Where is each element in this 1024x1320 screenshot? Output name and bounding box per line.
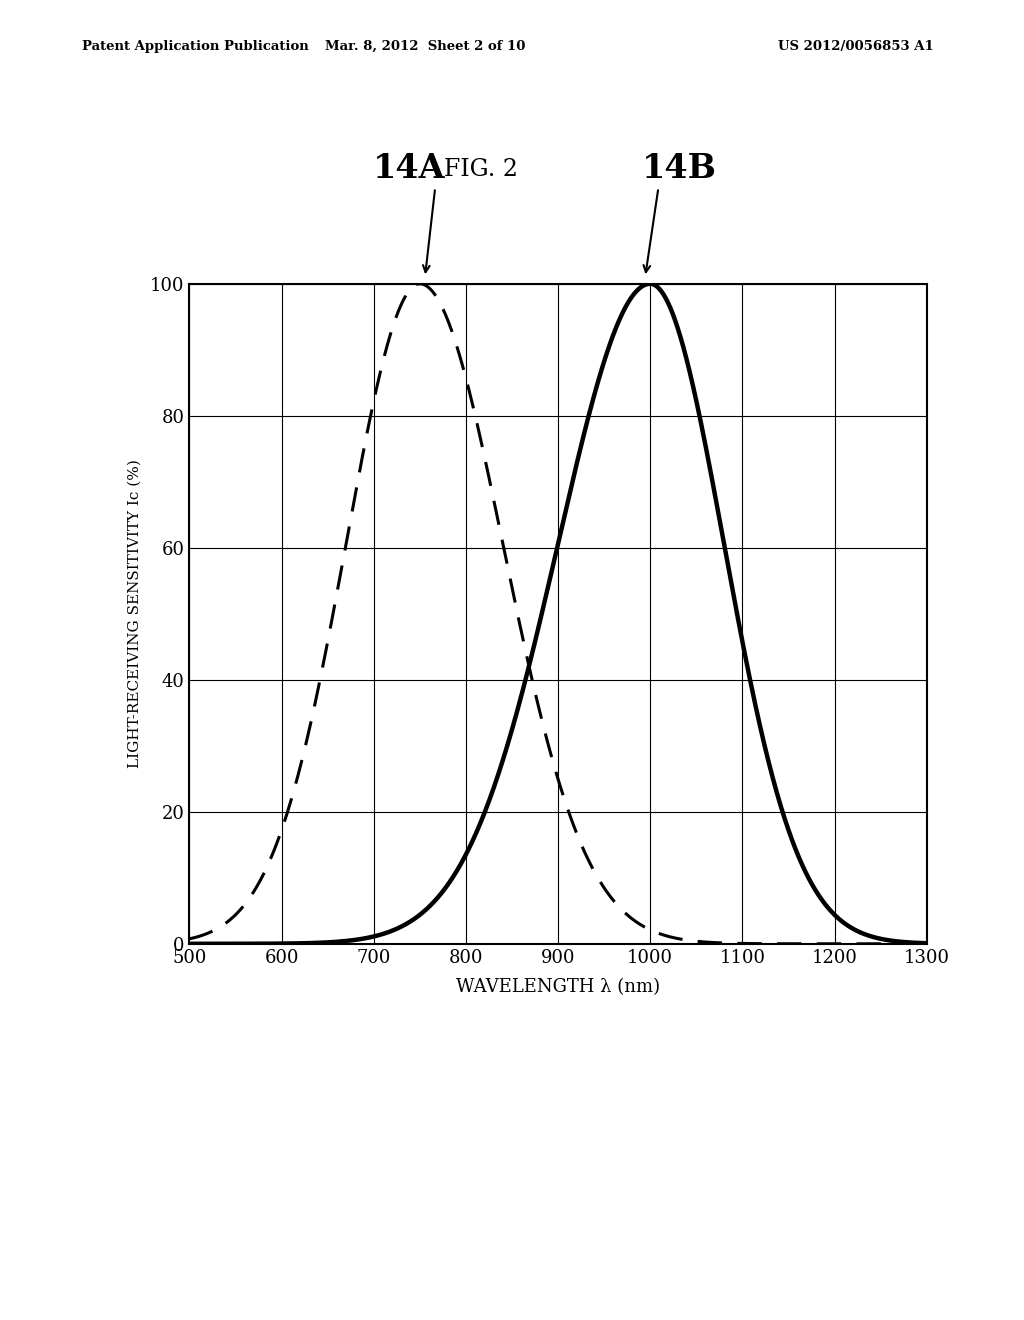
Text: Patent Application Publication: Patent Application Publication <box>82 40 308 53</box>
Text: Mar. 8, 2012  Sheet 2 of 10: Mar. 8, 2012 Sheet 2 of 10 <box>325 40 525 53</box>
Y-axis label: LIGHT-RECEIVING SENSITIVITY Ic (%): LIGHT-RECEIVING SENSITIVITY Ic (%) <box>128 459 141 768</box>
X-axis label: WAVELENGTH λ (nm): WAVELENGTH λ (nm) <box>456 978 660 995</box>
Text: US 2012/0056853 A1: US 2012/0056853 A1 <box>778 40 934 53</box>
Text: 14B: 14B <box>641 152 717 185</box>
Text: 14A: 14A <box>374 152 445 185</box>
Text: FIG. 2: FIG. 2 <box>444 158 518 181</box>
